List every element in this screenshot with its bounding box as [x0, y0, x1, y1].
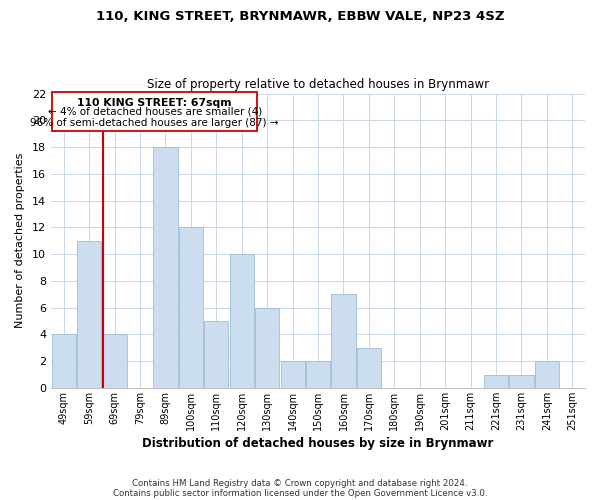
Bar — [484, 374, 508, 388]
Text: 96% of semi-detached houses are larger (87) →: 96% of semi-detached houses are larger (… — [31, 118, 279, 128]
Bar — [103, 334, 127, 388]
Text: Contains public sector information licensed under the Open Government Licence v3: Contains public sector information licen… — [113, 490, 487, 498]
Y-axis label: Number of detached properties: Number of detached properties — [15, 153, 25, 328]
Bar — [77, 240, 101, 388]
Bar — [509, 374, 533, 388]
Bar — [331, 294, 356, 388]
Bar — [357, 348, 381, 388]
X-axis label: Distribution of detached houses by size in Brynmawr: Distribution of detached houses by size … — [142, 437, 494, 450]
Text: 110 KING STREET: 67sqm: 110 KING STREET: 67sqm — [77, 98, 232, 108]
Bar — [255, 308, 279, 388]
FancyBboxPatch shape — [52, 92, 257, 131]
Text: 110, KING STREET, BRYNMAWR, EBBW VALE, NP23 4SZ: 110, KING STREET, BRYNMAWR, EBBW VALE, N… — [96, 10, 504, 23]
Bar — [179, 228, 203, 388]
Bar — [52, 334, 76, 388]
Bar — [306, 361, 330, 388]
Bar — [204, 321, 229, 388]
Bar — [154, 147, 178, 388]
Text: Contains HM Land Registry data © Crown copyright and database right 2024.: Contains HM Land Registry data © Crown c… — [132, 478, 468, 488]
Bar — [535, 361, 559, 388]
Text: ← 4% of detached houses are smaller (4): ← 4% of detached houses are smaller (4) — [47, 107, 262, 117]
Title: Size of property relative to detached houses in Brynmawr: Size of property relative to detached ho… — [147, 78, 489, 91]
Bar — [281, 361, 305, 388]
Bar — [230, 254, 254, 388]
